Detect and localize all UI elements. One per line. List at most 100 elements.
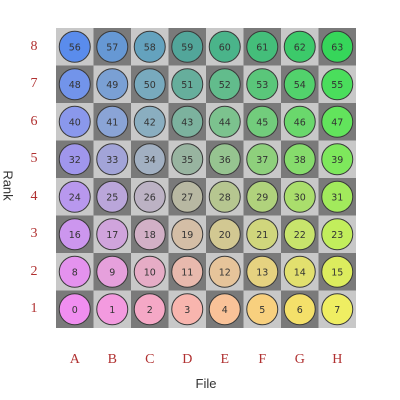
piece-12[interactable] [208, 255, 241, 288]
piece-label: 3 [184, 305, 190, 316]
piece-label: 17 [106, 230, 118, 241]
piece-42[interactable] [133, 105, 166, 138]
piece-38[interactable] [283, 143, 316, 176]
piece-33[interactable] [96, 143, 129, 176]
piece-5[interactable] [246, 293, 279, 326]
piece-label: 9 [109, 267, 115, 278]
piece-label: 26 [144, 192, 156, 203]
piece-label: 39 [331, 155, 343, 166]
piece-1[interactable] [96, 293, 129, 326]
piece-28[interactable] [208, 180, 241, 213]
piece-29[interactable] [246, 180, 279, 213]
piece-45[interactable] [246, 105, 279, 138]
piece-label: 54 [294, 80, 306, 91]
piece-44[interactable] [208, 105, 241, 138]
piece-19[interactable] [171, 218, 204, 251]
file-label-a: A [69, 352, 80, 367]
file-label-c: C [145, 352, 155, 367]
piece-57[interactable] [96, 30, 129, 63]
piece-label: 24 [69, 192, 81, 203]
piece-43[interactable] [171, 105, 204, 138]
piece-label: 61 [256, 42, 268, 53]
piece-9[interactable] [96, 255, 129, 288]
piece-label: 47 [331, 117, 343, 128]
piece-51[interactable] [171, 68, 204, 101]
piece-17[interactable] [96, 218, 129, 251]
piece-32[interactable] [58, 143, 91, 176]
piece-16[interactable] [58, 218, 91, 251]
piece-label: 4 [222, 305, 228, 316]
piece-56[interactable] [58, 30, 91, 63]
x-axis-title: File [195, 376, 217, 391]
piece-label: 11 [181, 267, 193, 278]
piece-61[interactable] [246, 30, 279, 63]
piece-47[interactable] [321, 105, 354, 138]
piece-62[interactable] [283, 30, 316, 63]
piece-59[interactable] [171, 30, 204, 63]
piece-39[interactable] [321, 143, 354, 176]
piece-37[interactable] [246, 143, 279, 176]
file-label-g: G [294, 352, 305, 367]
piece-0[interactable] [58, 293, 91, 326]
piece-4[interactable] [208, 293, 241, 326]
piece-30[interactable] [283, 180, 316, 213]
piece-46[interactable] [283, 105, 316, 138]
piece-label: 2 [147, 305, 153, 316]
rank-label-1: 1 [30, 301, 38, 317]
piece-50[interactable] [133, 68, 166, 101]
piece-label: 63 [331, 42, 343, 53]
piece-label: 8 [72, 267, 78, 278]
piece-label: 41 [106, 117, 118, 128]
piece-10[interactable] [133, 255, 166, 288]
piece-60[interactable] [208, 30, 241, 63]
piece-label: 16 [69, 230, 81, 241]
piece-20[interactable] [208, 218, 241, 251]
piece-52[interactable] [208, 68, 241, 101]
piece-54[interactable] [283, 68, 316, 101]
piece-31[interactable] [321, 180, 354, 213]
piece-label: 27 [181, 192, 193, 203]
piece-23[interactable] [321, 218, 354, 251]
piece-34[interactable] [133, 143, 166, 176]
piece-label: 21 [256, 230, 268, 241]
piece-label: 35 [181, 155, 193, 166]
piece-label: 15 [331, 267, 343, 278]
piece-49[interactable] [96, 68, 129, 101]
file-label-b: B [107, 352, 117, 367]
piece-label: 55 [331, 80, 343, 91]
piece-label: 38 [294, 155, 306, 166]
piece-18[interactable] [133, 218, 166, 251]
piece-label: 53 [256, 80, 268, 91]
piece-7[interactable] [321, 293, 354, 326]
piece-label: 51 [181, 80, 193, 91]
piece-15[interactable] [321, 255, 354, 288]
piece-40[interactable] [58, 105, 91, 138]
piece-2[interactable] [133, 293, 166, 326]
piece-63[interactable] [321, 30, 354, 63]
piece-13[interactable] [246, 255, 279, 288]
file-label-h: H [332, 352, 343, 367]
piece-6[interactable] [283, 293, 316, 326]
piece-3[interactable] [171, 293, 204, 326]
piece-label: 37 [256, 155, 268, 166]
piece-48[interactable] [58, 68, 91, 101]
piece-label: 32 [69, 155, 81, 166]
piece-26[interactable] [133, 180, 166, 213]
piece-21[interactable] [246, 218, 279, 251]
piece-label: 34 [144, 155, 156, 166]
piece-53[interactable] [246, 68, 279, 101]
piece-27[interactable] [171, 180, 204, 213]
piece-25[interactable] [96, 180, 129, 213]
file-label-e: E [220, 352, 230, 367]
piece-8[interactable] [58, 255, 91, 288]
piece-41[interactable] [96, 105, 129, 138]
piece-35[interactable] [171, 143, 204, 176]
piece-58[interactable] [133, 30, 166, 63]
piece-14[interactable] [283, 255, 316, 288]
piece-24[interactable] [58, 180, 91, 213]
piece-36[interactable] [208, 143, 241, 176]
piece-11[interactable] [171, 255, 204, 288]
piece-55[interactable] [321, 68, 354, 101]
rank-label-2: 2 [30, 263, 38, 279]
piece-22[interactable] [283, 218, 316, 251]
